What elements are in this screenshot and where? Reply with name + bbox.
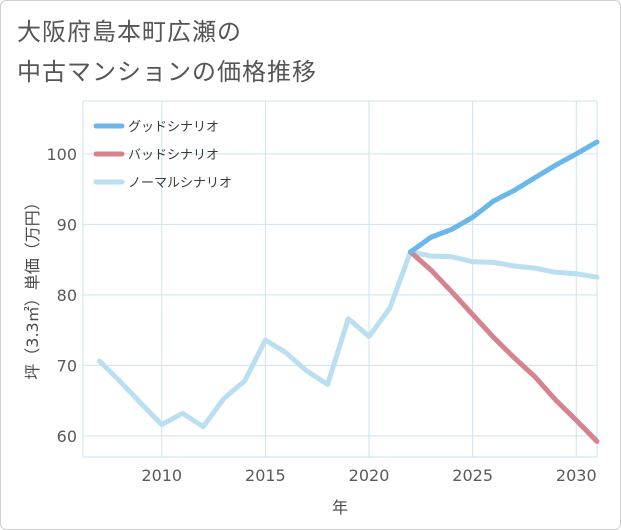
legend-label: バッドシナリオ [128, 148, 219, 163]
x-tick-label: 2030 [556, 466, 597, 485]
y-tick-label: 90 [57, 215, 77, 234]
y-tick-label: 80 [57, 286, 77, 305]
good-scenario-line [408, 139, 600, 255]
bad-scenario-line [408, 249, 600, 444]
x-axis-label: 年 [332, 498, 348, 517]
y-tick-label: 100 [46, 145, 77, 164]
normal-scenario-line [97, 249, 600, 430]
x-tick-label: 2025 [452, 466, 493, 485]
legend-item-bad: バッドシナリオ [93, 148, 219, 163]
y-axis-label: 坪（3.3㎡）単価（万円） [23, 194, 42, 379]
y-tick-label: 60 [57, 427, 77, 446]
chart-title-line-1: 大阪府島本町広瀬の [17, 18, 242, 46]
legend-label: ノーマルシナリオ [128, 176, 232, 191]
legend-label: グッドシナリオ [128, 120, 219, 135]
x-tick-label: 2015 [245, 466, 286, 485]
chart-title-line-2: 中古マンションの価格推移 [17, 58, 317, 86]
x-tick-label: 2010 [141, 466, 182, 485]
y-tick-label: 70 [57, 356, 77, 375]
legend-item-normal: ノーマルシナリオ [93, 176, 232, 191]
tick-labels: 2010 2015 2020 2025 2030 60 70 80 90 100 [46, 145, 596, 485]
legend-item-good: グッドシナリオ [93, 120, 219, 135]
series-lines [97, 139, 600, 444]
x-tick-label: 2020 [349, 466, 390, 485]
